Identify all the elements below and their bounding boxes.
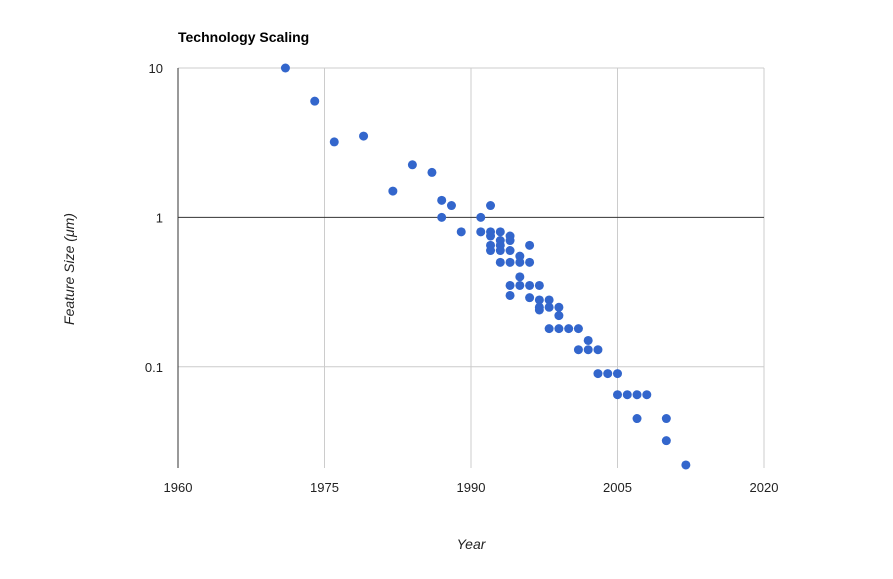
data-point — [632, 390, 642, 400]
data-point — [593, 345, 603, 355]
data-point — [534, 295, 544, 305]
data-point — [446, 201, 456, 211]
data-point — [534, 305, 544, 315]
data-point — [613, 390, 622, 400]
data-point — [525, 257, 535, 267]
data-point — [388, 186, 398, 196]
data-point — [544, 295, 554, 305]
data-point — [486, 246, 496, 256]
data-point — [661, 436, 671, 446]
data-point — [554, 311, 564, 321]
data-point — [525, 293, 535, 303]
y-tick-label: 10 — [149, 61, 163, 76]
x-axis-label: Year — [457, 536, 487, 552]
data-point — [681, 460, 691, 470]
data-point — [505, 246, 515, 256]
data-point — [583, 335, 593, 345]
data-point — [622, 390, 632, 400]
data-point — [310, 96, 320, 106]
data-point — [456, 227, 466, 237]
data-point — [515, 272, 525, 282]
tick-labels: 1960 1975 1990 2005 2020 10 1 0.1 — [145, 61, 779, 495]
data-point — [486, 201, 496, 211]
data-point — [329, 137, 339, 147]
data-point — [505, 236, 515, 246]
data-point — [476, 212, 486, 222]
data-point — [573, 324, 583, 334]
data-point — [476, 227, 486, 237]
data-point — [495, 227, 505, 237]
x-tick-label: 1975 — [310, 480, 339, 495]
x-tick-label: 1960 — [164, 480, 193, 495]
data-point — [642, 390, 652, 400]
data-point — [525, 280, 535, 290]
data-point — [544, 324, 554, 334]
y-tick-label: 0.1 — [145, 360, 163, 375]
data-point — [407, 160, 417, 170]
x-tick-label: 2020 — [750, 480, 779, 495]
data-point — [437, 212, 447, 222]
data-point — [583, 345, 593, 355]
data-point — [515, 257, 525, 267]
data-point — [603, 369, 613, 379]
x-tick-label: 1990 — [457, 480, 486, 495]
data-point — [613, 369, 622, 379]
data-point — [505, 257, 515, 267]
data-point — [554, 302, 564, 312]
data-point — [359, 131, 369, 141]
y-axis-label: Feature Size (μm) — [61, 213, 77, 325]
data-point — [515, 280, 525, 290]
data-point — [280, 63, 290, 73]
data-point — [525, 240, 535, 250]
data-point — [554, 324, 564, 334]
data-point — [573, 345, 583, 355]
data-point — [486, 231, 496, 241]
x-tick-label: 2005 — [603, 480, 632, 495]
y-tick-label: 1 — [156, 210, 163, 225]
data-point — [427, 167, 437, 177]
data-point — [505, 280, 515, 290]
data-point — [505, 290, 515, 300]
data-point — [515, 251, 525, 261]
data-points — [280, 63, 691, 470]
gridlines — [178, 67, 765, 468]
data-point — [661, 414, 671, 424]
data-point — [437, 195, 447, 205]
chart-title: Technology Scaling — [178, 29, 309, 45]
data-point — [534, 280, 544, 290]
data-point — [632, 414, 642, 424]
data-point — [593, 369, 603, 379]
data-point — [495, 246, 505, 256]
data-point — [495, 257, 505, 267]
data-point — [544, 302, 554, 312]
data-point — [564, 324, 574, 334]
